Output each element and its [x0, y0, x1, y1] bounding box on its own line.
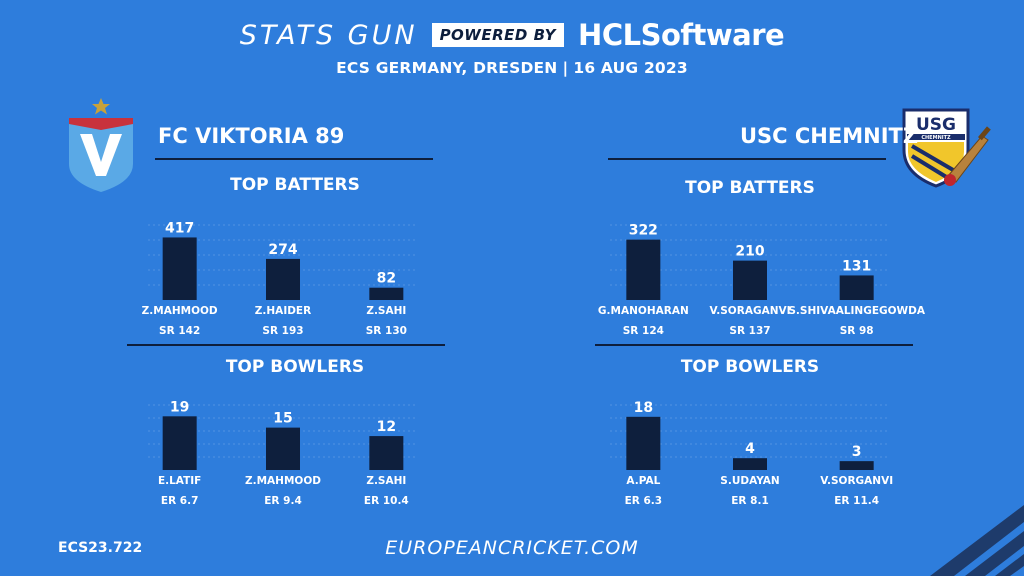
bar	[839, 461, 874, 470]
chart-right-batters: 322 210 131 G.MANOHARAN SR 124 V.SORAGANVI SR …	[590, 205, 925, 345]
category-label: G.MANOHARAN	[597, 305, 689, 317]
stat-sublabel: ER 11.4	[834, 495, 880, 507]
category-label: V.SORGANVI	[820, 475, 894, 487]
stat-sublabel: SR 98	[839, 325, 874, 337]
category-label: Z.SAHI	[366, 305, 407, 317]
bar-value-label: 18	[634, 400, 653, 416]
bar	[733, 458, 767, 470]
chart-svg: 417 274 82	[148, 220, 418, 300]
divider-rule-right	[595, 344, 913, 346]
category-label: Z.SAHI	[366, 475, 407, 487]
bar	[162, 416, 197, 470]
stat-sublabel: ER 6.7	[160, 495, 199, 507]
brand-row: STATS GUN POWERED BY HCLSoftware	[0, 18, 1024, 52]
bar	[626, 416, 661, 470]
chart-svg: 19 15 12	[148, 399, 418, 470]
logo-chemnitz-text: CHEMNITZ	[921, 135, 951, 141]
event-subtitle: ECS GERMANY, DRESDEN | 16 AUG 2023	[0, 59, 1024, 77]
stat-sublabel: SR 137	[729, 325, 771, 337]
bar-value-label: 3	[852, 444, 862, 460]
stat-sublabel: SR 124	[622, 325, 664, 337]
chart-svg: 184 3	[610, 400, 890, 470]
section-title-left-bowlers: TOP BOWLERS	[225, 357, 365, 377]
category-label: S.SHIVAALINGEGOWDA	[788, 305, 925, 317]
bar-value-label: 274	[268, 242, 297, 258]
bar-value-label: 322	[629, 223, 658, 239]
viktoria-shield-logo	[69, 98, 133, 192]
bar	[626, 239, 661, 300]
section-title-right-batters: TOP BATTERS	[685, 178, 815, 198]
category-label: A.PAL	[626, 475, 661, 487]
stat-sublabel: ER 8.1	[731, 495, 769, 507]
chart-left-batters: 417 274 82 Z.MAHMOOD SR 142 Z.HAIDER SR 193 Z.S…	[128, 205, 438, 345]
team-name-right: USC CHEMNITZ	[740, 124, 919, 148]
category-label: Z.MAHMOOD	[141, 305, 218, 317]
bar	[162, 237, 197, 300]
subtitle-separator: |	[562, 59, 569, 77]
team-name-left: FC VIKTORIA 89	[158, 124, 345, 148]
bar-value-label: 131	[842, 258, 871, 274]
stat-sublabel: ER 6.3	[624, 495, 663, 507]
stat-sublabel: SR 142	[159, 325, 201, 337]
stat-sublabel: SR 193	[262, 325, 304, 337]
chart-svg: 322 210 131	[610, 223, 890, 300]
category-label: Z.HAIDER	[254, 305, 312, 317]
event-date: 16 AUG 2023	[573, 59, 688, 77]
bar	[369, 287, 404, 300]
bar-value-label: 12	[377, 419, 396, 435]
team-rule-left	[155, 158, 433, 160]
category-label: Z.MAHMOOD	[245, 475, 321, 487]
category-label: V.SORAGANVI	[709, 305, 791, 317]
bar-value-label: 19	[170, 399, 189, 415]
usg-chemnitz-shield-logo: USG CHEMNITZ	[902, 108, 991, 188]
stats-gun-logo: STATS GUN	[239, 19, 418, 51]
bar-value-label: 82	[377, 271, 396, 287]
chart-right-bowlers: 18 4 3 A.PAL ER 6.3 S.UDAYAN ER 8.1 V.SORGANVI E…	[590, 385, 910, 515]
stat-sublabel: SR 130	[365, 325, 407, 337]
bar	[266, 258, 300, 300]
section-title-right-bowlers: TOP BOWLERS	[680, 357, 820, 377]
divider-rule-left	[127, 344, 445, 346]
footer-website-link[interactable]: EUROPEANCRICKET.COM	[385, 537, 639, 559]
bar	[266, 427, 300, 470]
hcl-software-logo: HCLSoftware	[578, 18, 785, 52]
bar-value-label: 417	[165, 220, 194, 236]
powered-by-badge: POWERED BY	[431, 23, 565, 47]
stat-sublabel: ER 10.4	[363, 495, 409, 507]
category-label: E.LATIF	[157, 475, 202, 487]
logo-usg-text: USG	[916, 115, 956, 135]
cricket-ball-icon	[944, 174, 956, 186]
team-rule-right	[608, 158, 886, 160]
bar-value-label: 210	[735, 244, 764, 260]
category-label: S.UDAYAN	[720, 475, 780, 487]
bar	[733, 260, 767, 300]
stat-sublabel: ER 9.4	[264, 495, 302, 507]
event-location: ECS GERMANY, DRESDEN	[336, 59, 558, 77]
chart-left-bowlers: 19 15 12 E.LATIF ER 6.7 Z.MAHMOOD ER 9.4 Z.SAHI…	[128, 385, 438, 515]
logo-star-icon	[92, 98, 110, 115]
bar-value-label: 15	[273, 411, 292, 427]
footer-code: ECS23.722	[58, 540, 143, 556]
bar	[369, 436, 404, 470]
section-title-left-batters: TOP BATTERS	[230, 175, 360, 195]
header: STATS GUN POWERED BY HCLSoftware ECS GER…	[0, 18, 1024, 77]
bar-value-label: 4	[745, 441, 755, 457]
bar	[839, 275, 874, 300]
